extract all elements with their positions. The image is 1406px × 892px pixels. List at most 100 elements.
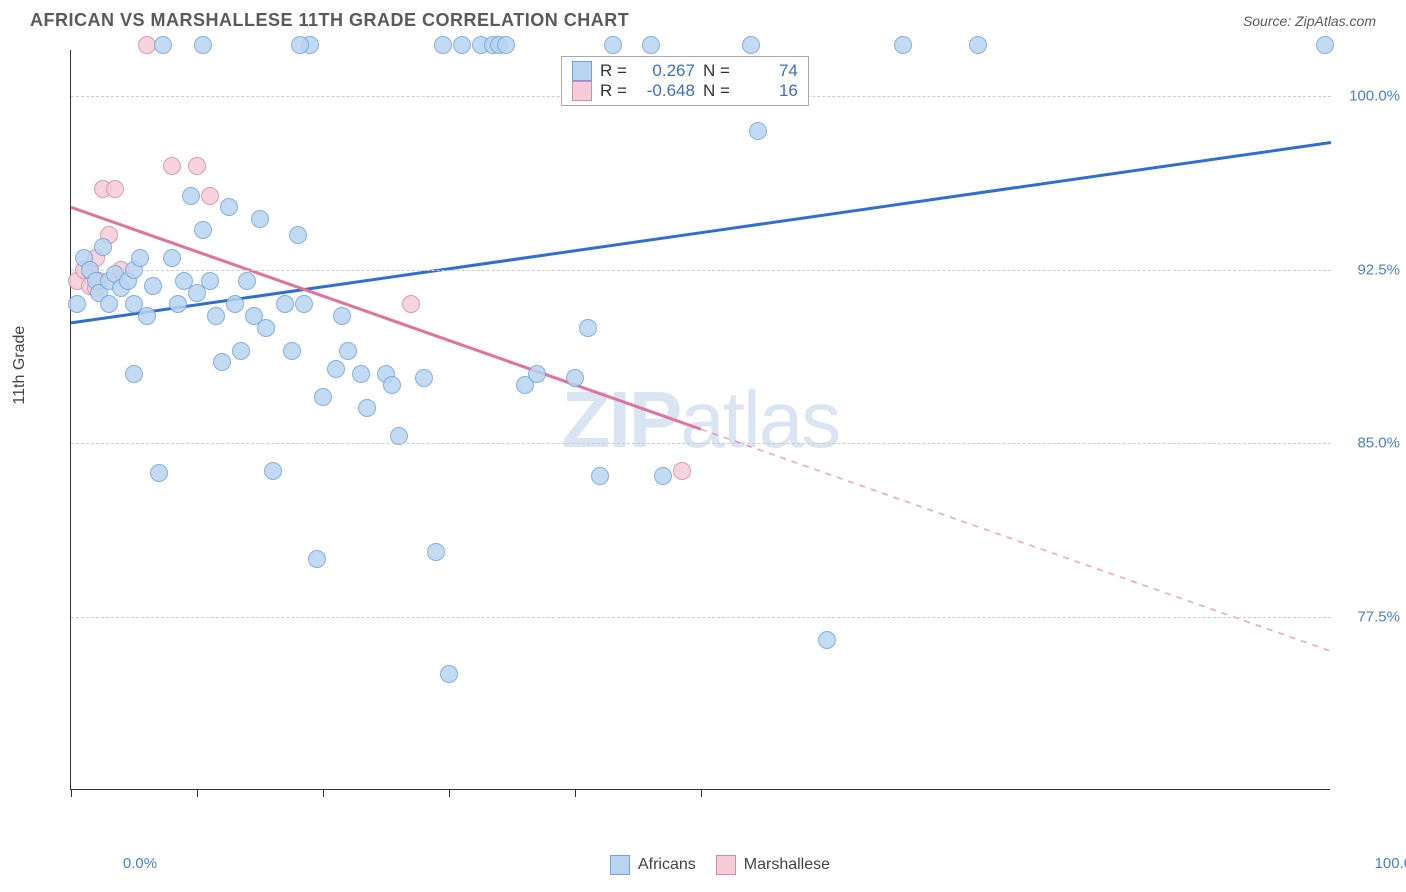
scatter-point <box>440 665 458 683</box>
scatter-point <box>106 180 124 198</box>
scatter-point <box>283 342 301 360</box>
stats-n-value-1: 16 <box>738 81 798 101</box>
legend-item-marshallese: Marshallese <box>716 855 830 875</box>
scatter-point <box>264 462 282 480</box>
y-tick-label: 77.5% <box>1340 608 1400 625</box>
plot-area: ZIPatlas 77.5%85.0%92.5%100.0% R = 0.267… <box>70 50 1330 790</box>
scatter-point <box>94 238 112 256</box>
scatter-point <box>742 36 760 54</box>
bottom-legend: Africans Marshallese <box>610 855 830 875</box>
trend-line-dashed <box>701 143 1331 233</box>
stats-n-value-0: 74 <box>738 61 798 81</box>
stats-r-value-0: 0.267 <box>635 61 695 81</box>
scatter-point <box>818 631 836 649</box>
scatter-point <box>201 187 219 205</box>
scatter-point <box>68 295 86 313</box>
scatter-point <box>453 36 471 54</box>
scatter-point <box>188 157 206 175</box>
scatter-point <box>673 462 691 480</box>
scatter-point <box>163 157 181 175</box>
stats-n-label-1: N = <box>703 81 730 101</box>
scatter-point <box>238 272 256 290</box>
gridline <box>71 617 1331 618</box>
scatter-point <box>358 399 376 417</box>
trend-line-solid <box>71 233 701 323</box>
x-tick <box>71 789 72 797</box>
legend-swatch-marshallese <box>716 855 736 875</box>
stats-r-value-1: -0.648 <box>635 81 695 101</box>
scatter-point <box>352 365 370 383</box>
scatter-point <box>138 36 156 54</box>
x-tick <box>197 789 198 797</box>
legend-swatch-africans <box>610 855 630 875</box>
y-tick-label: 92.5% <box>1340 261 1400 278</box>
scatter-point <box>427 543 445 561</box>
gridline <box>71 443 1331 444</box>
scatter-point <box>144 277 162 295</box>
scatter-point <box>415 369 433 387</box>
x-axis-max-label: 100.0% <box>1375 855 1406 872</box>
stats-n-label-0: N = <box>703 61 730 81</box>
scatter-point <box>497 36 515 54</box>
scatter-point <box>220 198 238 216</box>
scatter-point <box>163 249 181 267</box>
scatter-point <box>604 36 622 54</box>
chart-title: AFRICAN VS MARSHALLESE 11TH GRADE CORREL… <box>30 10 629 31</box>
trend-line-solid <box>71 207 701 429</box>
scatter-point <box>434 36 452 54</box>
scatter-point <box>749 122 767 140</box>
y-axis-label: 11th Grade <box>11 326 29 405</box>
scatter-point <box>131 249 149 267</box>
scatter-point <box>327 360 345 378</box>
scatter-point <box>276 295 294 313</box>
x-tick <box>323 789 324 797</box>
scatter-point <box>138 307 156 325</box>
scatter-point <box>894 36 912 54</box>
scatter-point <box>295 295 313 313</box>
scatter-point <box>194 221 212 239</box>
stats-r-label-1: R = <box>600 81 627 101</box>
stats-box: R = 0.267 N = 74 R = -0.648 N = 16 <box>561 56 809 106</box>
scatter-point <box>150 464 168 482</box>
scatter-point <box>125 365 143 383</box>
scatter-point <box>654 467 672 485</box>
scatter-point <box>402 295 420 313</box>
stats-row-marshallese: R = -0.648 N = 16 <box>572 81 798 101</box>
chart-container: 11th Grade ZIPatlas 77.5%85.0%92.5%100.0… <box>70 50 1370 820</box>
scatter-point <box>154 36 172 54</box>
scatter-point <box>291 36 309 54</box>
stats-swatch-marshallese <box>572 81 592 101</box>
stats-row-africans: R = 0.267 N = 74 <box>572 61 798 81</box>
scatter-point <box>1316 36 1334 54</box>
x-tick <box>575 789 576 797</box>
scatter-point <box>383 376 401 394</box>
scatter-point <box>528 365 546 383</box>
scatter-point <box>201 272 219 290</box>
scatter-point <box>339 342 357 360</box>
scatter-point <box>566 369 584 387</box>
scatter-point <box>251 210 269 228</box>
scatter-point <box>289 226 307 244</box>
y-tick-label: 100.0% <box>1340 88 1400 105</box>
scatter-point <box>213 353 231 371</box>
scatter-point <box>579 319 597 337</box>
trend-lines <box>71 50 1331 790</box>
gridline <box>71 270 1331 271</box>
trend-line-dashed <box>701 429 1331 651</box>
scatter-point <box>226 295 244 313</box>
x-axis-min-label: 0.0% <box>123 855 157 872</box>
scatter-point <box>591 467 609 485</box>
scatter-point <box>169 295 187 313</box>
legend-label-africans: Africans <box>638 856 696 874</box>
scatter-point <box>207 307 225 325</box>
scatter-point <box>194 36 212 54</box>
scatter-point <box>969 36 987 54</box>
scatter-point <box>333 307 351 325</box>
scatter-point <box>314 388 332 406</box>
source-label: Source: ZipAtlas.com <box>1243 13 1376 29</box>
stats-r-label-0: R = <box>600 61 627 81</box>
stats-swatch-africans <box>572 61 592 81</box>
x-tick <box>701 789 702 797</box>
scatter-point <box>182 187 200 205</box>
scatter-point <box>257 319 275 337</box>
